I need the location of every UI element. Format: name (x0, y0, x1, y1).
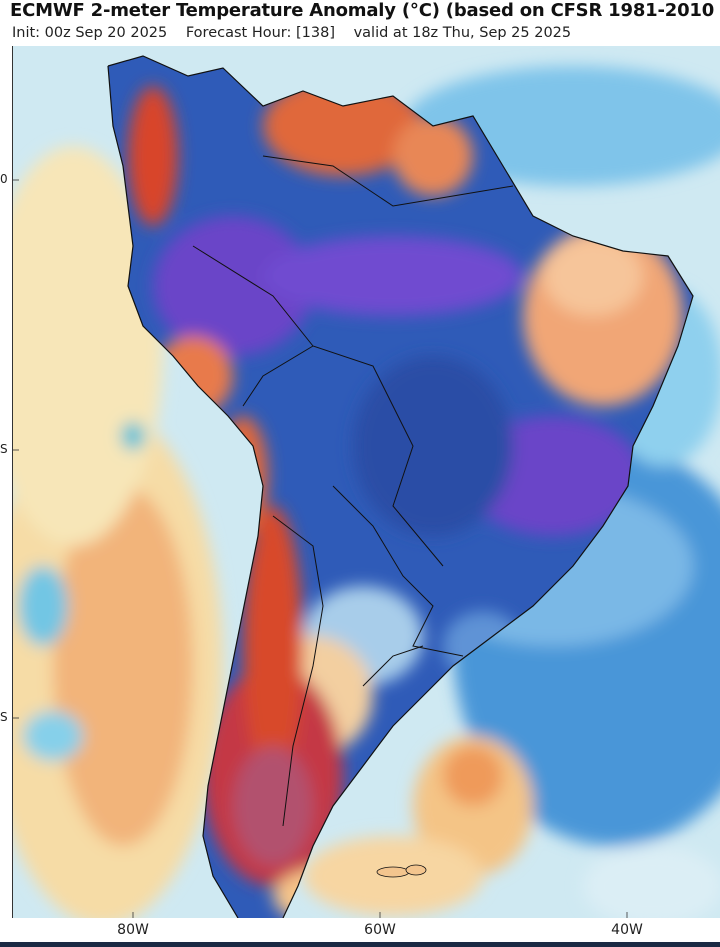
temperature-anomaly-map (12, 46, 720, 918)
coastline-borders (107, 55, 694, 918)
map-subtitle: Init: 00z Sep 20 2025 Forecast Hour: [13… (12, 25, 585, 41)
bottom-bar (0, 942, 720, 947)
longitude-axis: 80W 60W 40W (0, 918, 720, 942)
lat-label-0: 0 (0, 172, 8, 186)
valid-time: valid at 18z Thu, Sep 25 2025 (353, 25, 572, 41)
lat-label-1: S (0, 442, 8, 456)
lon-label-40w: 40W (611, 922, 643, 938)
lat-label-2: S (0, 710, 8, 724)
islands (376, 864, 427, 878)
graticule (13, 179, 628, 918)
init-time: Init: 00z Sep 20 2025 (12, 25, 168, 41)
map-title: ECMWF 2-meter Temperature Anomaly (°C) (… (10, 0, 720, 21)
lon-label-60w: 60W (364, 922, 396, 938)
forecast-hour: Forecast Hour: [138] (185, 25, 335, 41)
lon-label-80w: 80W (117, 922, 149, 938)
map-header: ECMWF 2-meter Temperature Anomaly (°C) (… (0, 0, 720, 46)
